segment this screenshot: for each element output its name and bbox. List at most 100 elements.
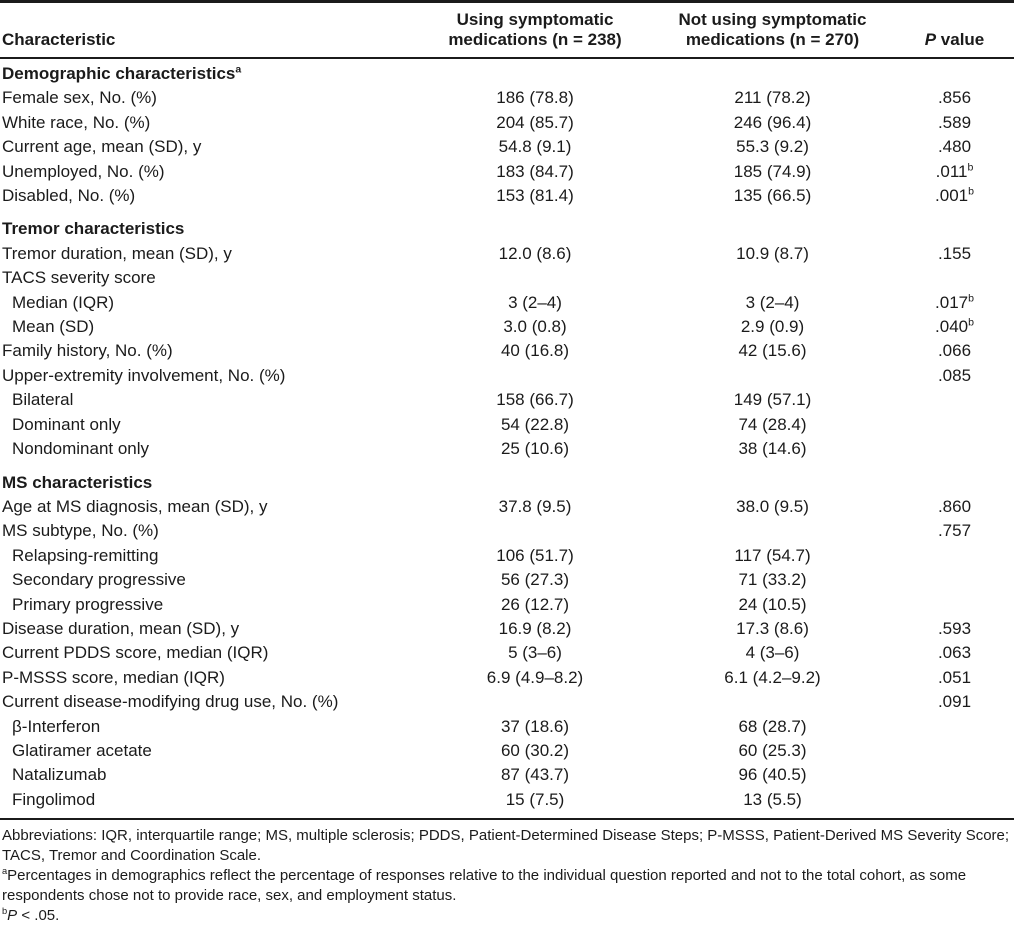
footnote-a: aPercentages in demographics reflect the… xyxy=(2,866,1014,906)
p-value xyxy=(895,568,1014,592)
p-value: .011b xyxy=(935,160,974,181)
value-not-using-medications: 13 (5.5) xyxy=(743,789,802,809)
value-using-medications: 87 (43.7) xyxy=(500,765,570,785)
p-value: .051 xyxy=(937,667,972,687)
value-not-using-medications: 6.1 (4.2–9.2) xyxy=(724,667,821,687)
p-value: .589 xyxy=(937,112,972,132)
table-row: Nondominant only 25 (10.6) 38 (14.6) xyxy=(0,437,1014,461)
p-value xyxy=(895,58,1014,86)
footnote-b-marker: b xyxy=(2,906,8,917)
p-value: .593 xyxy=(937,618,972,638)
p-value xyxy=(895,544,1014,568)
footnote-marker: b xyxy=(967,160,974,173)
header-line: medications (n = 270) xyxy=(685,30,860,49)
row-label: Primary progressive xyxy=(12,594,164,614)
value-using-medications: 37 (18.6) xyxy=(500,716,570,736)
row-label: White race, No. (%) xyxy=(2,112,151,132)
value-not-using-medications: 42 (15.6) xyxy=(738,341,807,361)
value-not-using-medications: 71 (33.2) xyxy=(738,570,807,590)
value-using-medications: 204 (85.7) xyxy=(496,112,574,132)
column-header-using-medications: Using symptomatic medications (n = 238) xyxy=(420,0,650,59)
row-label: Tremor characteristics xyxy=(2,219,185,239)
p-italic: P xyxy=(7,907,18,925)
table-row: Mean (SD) 3.0 (0.8) 2.9 (0.9) .040b xyxy=(0,315,1014,339)
value-not-using-medications: 2.9 (0.9) xyxy=(740,317,805,337)
value-using-medications xyxy=(420,208,650,241)
table-row: Current PDDS score, median (IQR) 5 (3–6) 4… xyxy=(0,641,1014,665)
p-value xyxy=(895,739,1014,763)
value-using-medications: 26 (12.7) xyxy=(500,594,570,614)
row-label: Disease duration, mean (SD), y xyxy=(2,618,240,638)
value-using-medications: 54.8 (9.1) xyxy=(498,137,572,157)
header-line: Using symptomatic xyxy=(456,10,614,29)
value-using-medications: 3.0 (0.8) xyxy=(503,317,567,337)
table-row: P-MSSS score, median (IQR) 6.9 (4.9–8.2) 6… xyxy=(0,666,1014,690)
table-row: Family history, No. (%) 40 (16.8) 42 (15.6… xyxy=(0,339,1014,363)
value-not-using-medications xyxy=(650,58,895,86)
value-not-using-medications: 211 (78.2) xyxy=(734,88,811,108)
table-container: Characteristic Using symptomatic medicat… xyxy=(0,0,1014,821)
p-value xyxy=(895,437,1014,461)
row-label: Current age, mean (SD), y xyxy=(2,137,202,157)
p-value: .063 xyxy=(937,643,972,663)
p-value xyxy=(895,593,1014,617)
row-label: Mean (SD) xyxy=(12,317,95,337)
value-using-medications: 12.0 (8.6) xyxy=(498,243,572,263)
value-using-medications: 25 (10.6) xyxy=(500,439,570,459)
row-label: Secondary progressive xyxy=(12,570,186,590)
table-body: Demographic characteristicsa Female sex, … xyxy=(0,58,1014,812)
table-header-row: Characteristic Using symptomatic medicat… xyxy=(0,0,1014,59)
p-value: .017b xyxy=(935,292,974,312)
section-row: Demographic characteristicsa xyxy=(0,58,1014,86)
value-using-medications: 153 (81.4) xyxy=(496,186,574,206)
value-not-using-medications: 55.3 (9.2) xyxy=(736,137,809,157)
value-using-medications: 16.9 (8.2) xyxy=(498,618,572,638)
row-label: Current PDDS score, median (IQR) xyxy=(2,643,269,663)
row-label: Nondominant only xyxy=(12,439,150,459)
p-value: .091 xyxy=(937,692,972,712)
column-header-not-using-medications: Not using symptomatic medications (n = 2… xyxy=(650,0,895,59)
table-row: TACS severity score xyxy=(0,266,1014,290)
p-value: .757 xyxy=(937,521,972,541)
value-using-medications: 106 (51.7) xyxy=(496,545,574,565)
row-label: Glatiramer acetate xyxy=(12,740,152,760)
value-not-using-medications: 96 (40.5) xyxy=(738,765,807,785)
value-using-medications: 5 (3–6) xyxy=(508,643,562,663)
table-row: Disease duration, mean (SD), y 16.9 (8.2)… xyxy=(0,617,1014,641)
table-row: Natalizumab 87 (43.7) 96 (40.5) xyxy=(0,763,1014,787)
value-not-using-medications xyxy=(650,519,895,543)
p-value: .856 xyxy=(937,88,972,108)
footnote-abbreviations: Abbreviations: IQR, interquartile range;… xyxy=(2,826,1014,866)
value-using-medications: 54 (22.8) xyxy=(500,414,570,434)
row-label: Fingolimod xyxy=(12,789,96,809)
footnote-text: < .05. xyxy=(17,907,60,925)
table-row: Glatiramer acetate 60 (30.2) 60 (25.3) xyxy=(0,739,1014,763)
p-value: .001b xyxy=(935,185,974,206)
row-label: Natalizumab xyxy=(12,765,107,785)
p-value xyxy=(895,208,1014,241)
p-value: .066 xyxy=(937,341,972,361)
value-not-using-medications: 10.9 (8.7) xyxy=(736,243,809,263)
footnote-text: Abbreviations: IQR, interquartile range;… xyxy=(2,827,1010,865)
value-using-medications xyxy=(420,58,650,86)
p-value xyxy=(895,462,1014,495)
value-using-medications: 37.8 (9.5) xyxy=(498,496,572,516)
value-using-medications xyxy=(420,690,650,714)
p-value xyxy=(895,413,1014,437)
p-value-rest: value xyxy=(936,30,985,49)
table-row: Upper-extremity involvement, No. (%) .085 xyxy=(0,364,1014,388)
value-not-using-medications xyxy=(650,266,895,290)
p-value xyxy=(895,788,1014,812)
value-not-using-medications xyxy=(650,690,895,714)
value-not-using-medications: 117 (54.7) xyxy=(734,545,811,565)
row-label: MS subtype, No. (%) xyxy=(2,521,159,541)
table-row: Relapsing-remitting 106 (51.7) 117 (54.7) xyxy=(0,544,1014,568)
row-label: MS characteristics xyxy=(2,472,153,492)
value-not-using-medications: 60 (25.3) xyxy=(738,740,807,760)
value-not-using-medications xyxy=(650,364,895,388)
value-not-using-medications: 185 (74.9) xyxy=(733,161,812,181)
p-value xyxy=(895,266,1014,290)
header-line: Not using symptomatic xyxy=(678,10,867,29)
row-label: Bilateral xyxy=(12,390,74,410)
value-using-medications: 158 (66.7) xyxy=(496,390,574,410)
